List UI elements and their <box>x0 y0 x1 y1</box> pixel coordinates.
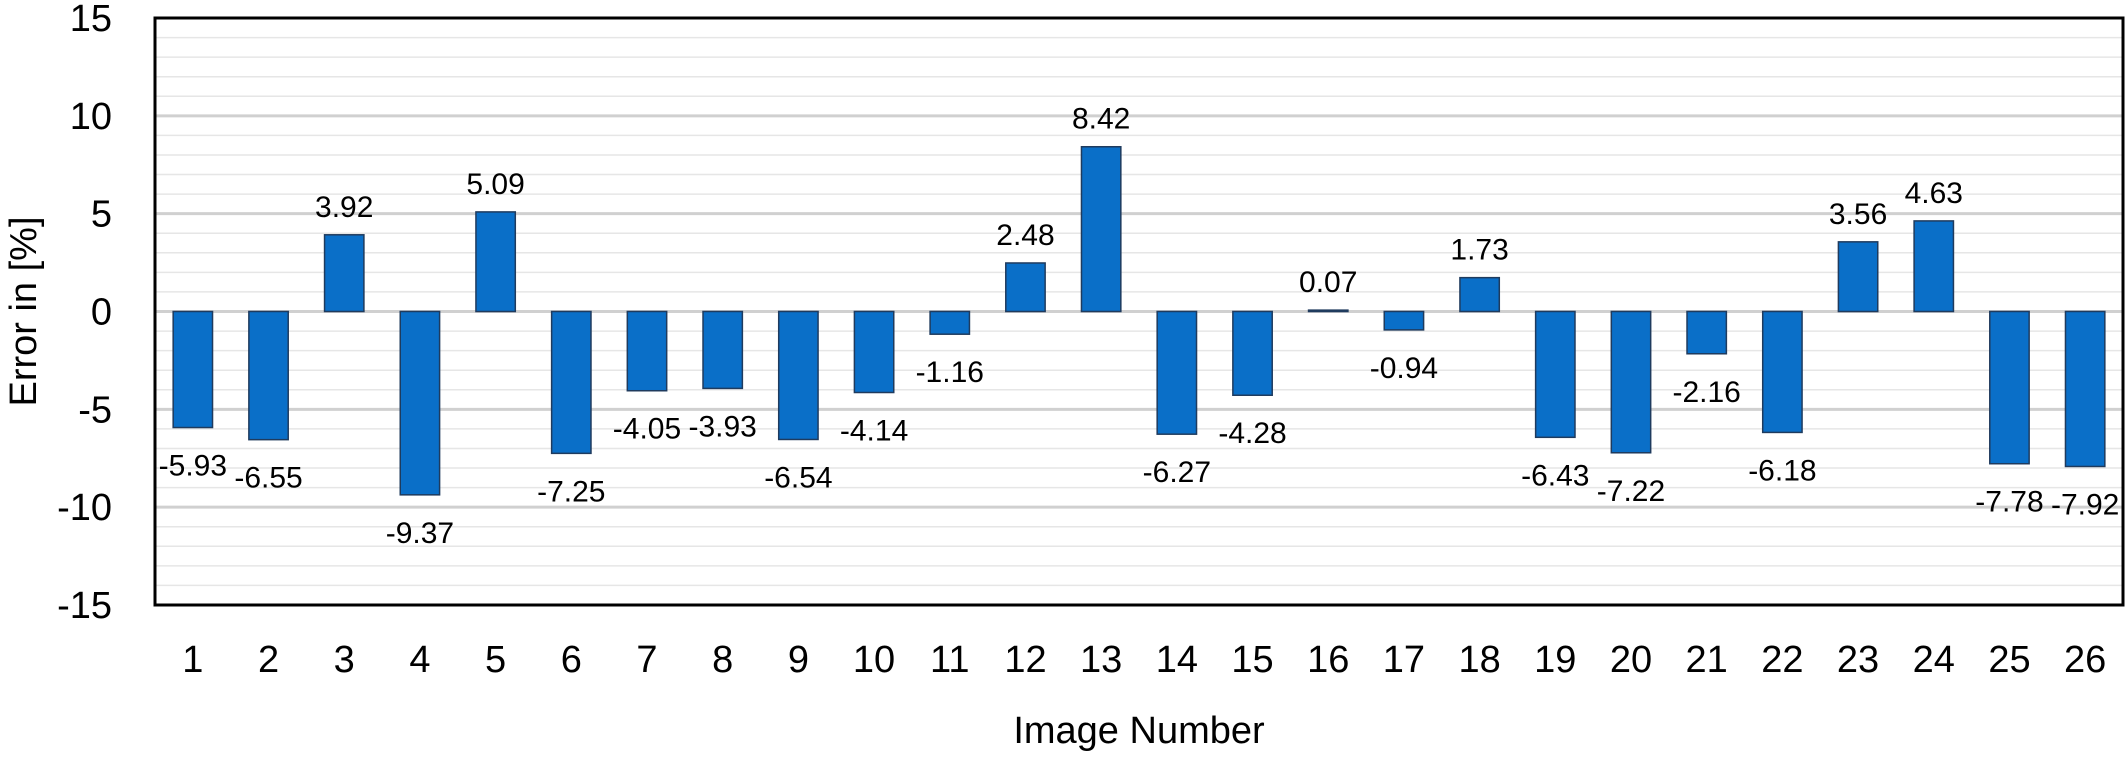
x-tick-label: 25 <box>1988 639 2030 681</box>
data-label: -6.55 <box>234 462 302 495</box>
x-tick-label: 13 <box>1080 639 1122 681</box>
bar <box>550 310 592 455</box>
x-tick-label: 6 <box>561 639 582 681</box>
bar <box>853 310 895 394</box>
x-tick-label: 14 <box>1156 639 1198 681</box>
bar <box>1232 310 1273 396</box>
data-label: 1.73 <box>1450 234 1508 267</box>
y-axis-ticks: -15 -10 -5 0 5 10 15 <box>57 0 112 627</box>
y-tick-label: 5 <box>91 194 112 236</box>
data-label: -4.14 <box>840 415 908 448</box>
y-tick-label: -5 <box>78 389 112 431</box>
data-label: -9.37 <box>386 517 454 550</box>
bar <box>1989 310 2030 465</box>
bar <box>323 234 365 313</box>
bar <box>2064 310 2106 468</box>
bar <box>702 310 744 390</box>
x-tick-label: 9 <box>788 639 809 681</box>
y-axis-title: Error in [%] <box>3 216 45 406</box>
bar <box>1459 276 1501 313</box>
grid-lines <box>155 36 2123 587</box>
data-label: 0.07 <box>1299 266 1357 299</box>
y-tick-label: 10 <box>70 96 112 138</box>
data-label: 3.56 <box>1829 198 1887 231</box>
data-label: -1.16 <box>916 356 984 389</box>
y-tick-label: -10 <box>57 487 112 529</box>
x-tick-label: 5 <box>485 639 506 681</box>
bar <box>777 310 819 441</box>
y-tick-label: -15 <box>57 585 112 627</box>
data-label: -7.25 <box>537 475 605 508</box>
y-tick-label: 15 <box>70 0 112 40</box>
x-tick-label: 8 <box>712 639 733 681</box>
x-tick-label: 17 <box>1383 639 1425 681</box>
x-tick-label: 20 <box>1610 639 1652 681</box>
plot-frame <box>153 16 2125 607</box>
x-tick-label: 19 <box>1534 639 1576 681</box>
data-label: 8.42 <box>1072 103 1130 136</box>
bar <box>1534 310 1576 439</box>
bar <box>172 310 214 429</box>
data-label: -6.54 <box>764 461 832 494</box>
x-tick-label: 3 <box>334 639 355 681</box>
x-tick-label: 16 <box>1307 639 1349 681</box>
bar <box>1686 310 1728 355</box>
data-label: -6.27 <box>1143 456 1211 489</box>
x-tick-label: 15 <box>1231 639 1273 681</box>
x-tick-label: 22 <box>1761 639 1803 681</box>
x-tick-label: 24 <box>1913 639 1955 681</box>
data-labels: -5.93 -6.553.92-9.375.09-7.25-4.05 -3.93-6… <box>159 103 2120 550</box>
x-tick-label: 26 <box>2064 639 2106 681</box>
data-label: -2.16 <box>1672 376 1740 409</box>
data-label: -4.05 <box>613 413 681 446</box>
x-tick-label: 21 <box>1686 639 1728 681</box>
data-label: -5.93 <box>159 450 227 483</box>
bar <box>248 310 289 441</box>
data-label: -7.92 <box>2051 488 2119 521</box>
bar <box>1383 310 1425 331</box>
data-label: -3.93 <box>688 410 756 443</box>
data-label: -0.94 <box>1370 352 1438 385</box>
x-tick-label: 18 <box>1458 639 1500 681</box>
bar <box>1080 145 1122 313</box>
bar <box>1610 310 1652 454</box>
bar <box>929 310 971 335</box>
x-tick-label: 12 <box>1004 639 1046 681</box>
data-label: -6.18 <box>1748 454 1816 487</box>
bar <box>1307 309 1349 313</box>
x-tick-label: 10 <box>853 639 895 681</box>
bar <box>1913 220 1955 313</box>
data-label: -6.43 <box>1521 459 1589 492</box>
data-label: -4.28 <box>1218 417 1286 450</box>
x-tick-label: 1 <box>182 639 203 681</box>
bar <box>399 310 441 496</box>
data-label: 2.48 <box>996 219 1054 252</box>
bar <box>1837 241 1879 313</box>
y-tick-label: 0 <box>91 292 112 334</box>
bar-series <box>172 145 2106 496</box>
bar <box>1761 310 1803 434</box>
x-axis-title: Image Number <box>1013 710 1265 752</box>
x-tick-label: 2 <box>258 639 279 681</box>
data-label: 5.09 <box>466 168 524 201</box>
data-label: 3.92 <box>315 191 373 224</box>
x-tick-label: 7 <box>636 639 657 681</box>
x-tick-label: 4 <box>409 639 430 681</box>
x-tick-label: 23 <box>1837 639 1879 681</box>
bar <box>1156 310 1198 435</box>
x-axis-ticks: 1 2 3 4 5 6 7 8 9 10 11 12 13 14 15 16 17 18 19 20 21 22 23 24 2… <box>182 639 2106 681</box>
data-label: -7.78 <box>1975 486 2043 519</box>
data-label: 4.63 <box>1905 177 1963 210</box>
data-label: -7.22 <box>1597 475 1665 508</box>
bar <box>626 310 668 392</box>
x-tick-label: 11 <box>930 639 969 681</box>
bar <box>1005 262 1046 313</box>
bar <box>475 211 517 313</box>
